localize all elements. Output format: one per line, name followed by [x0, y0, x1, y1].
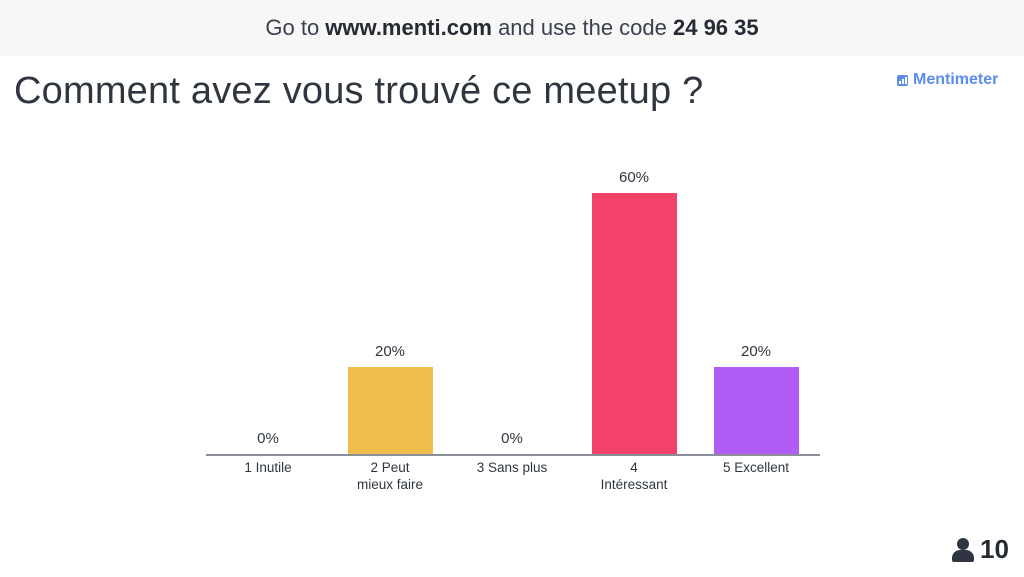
- category-label-line2: mieux faire: [356, 477, 424, 492]
- brand-name: Mentimeter: [913, 71, 999, 88]
- person-icon: [952, 537, 974, 562]
- category-label-line1: 2 Peut: [370, 460, 410, 475]
- category-label-line1: 5 Excellent: [722, 460, 790, 475]
- bar-chart-icon: [897, 74, 908, 86]
- x-axis-line: [206, 454, 820, 456]
- category-label: 2 Peut mieux faire: [330, 459, 450, 493]
- bar-4: [592, 193, 677, 454]
- participant-count-value: 10: [980, 534, 1009, 564]
- join-url: www.menti.com: [325, 15, 492, 40]
- bar-value-label: 0%: [257, 430, 279, 447]
- join-middle: and use the code: [491, 15, 673, 40]
- question-title: Comment avez vous trouvé ce meetup ?: [14, 70, 704, 112]
- participant-count: 10: [952, 534, 1009, 565]
- bar-5: [714, 367, 799, 454]
- mentimeter-logo: Mentimeter: [897, 71, 998, 89]
- category-label: 4 Intéressant: [574, 459, 694, 493]
- bar-value-label: 20%: [374, 343, 406, 360]
- category-label-line1: 1 Inutile: [244, 460, 292, 475]
- bar-value-label: 20%: [740, 343, 772, 360]
- category-label: 5 Excellent: [696, 459, 816, 476]
- join-instructions-bar: Go to www.menti.com and use the code 24 …: [0, 0, 1024, 56]
- category-label: 3 Sans plus: [452, 459, 572, 476]
- join-prefix: Go to: [265, 15, 326, 40]
- category-label-line2: Intéressant: [600, 477, 668, 492]
- bar-2: [348, 367, 433, 454]
- bar-value-label: 60%: [618, 169, 650, 186]
- category-label-line1: 3 Sans plus: [476, 460, 548, 475]
- category-label: 1 Inutile: [208, 459, 328, 476]
- join-code: 24 96 35: [672, 15, 759, 40]
- bar-value-label: 0%: [501, 430, 523, 447]
- category-label-line1: 4: [630, 460, 638, 475]
